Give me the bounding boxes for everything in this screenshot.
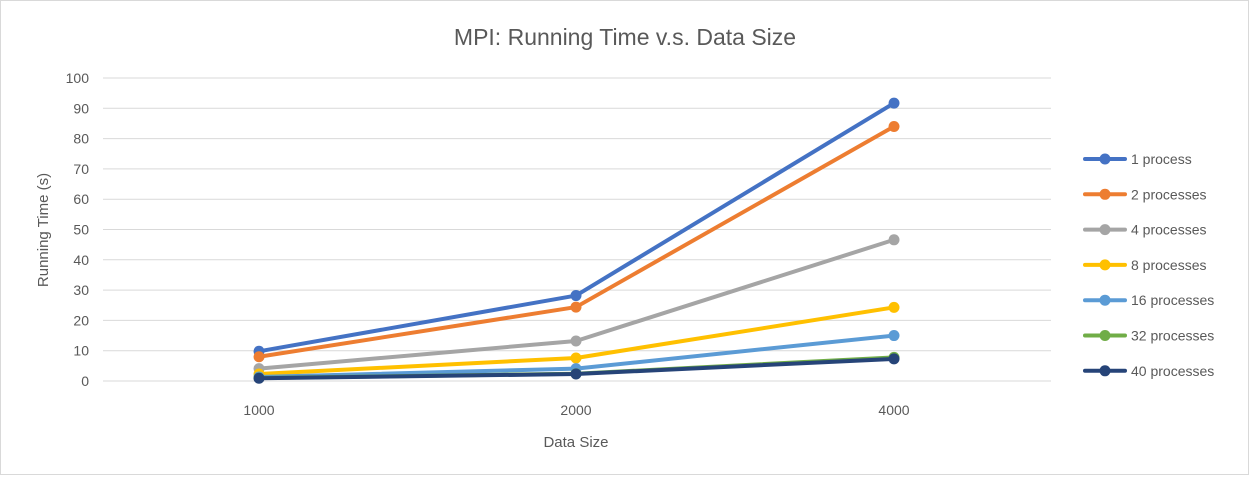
data-point [570,335,582,347]
series-lines [253,97,900,384]
y-tick-label: 50 [73,222,89,238]
data-point [888,330,900,342]
y-tick-label: 100 [66,70,90,86]
legend-item: 1 process [1083,151,1192,167]
legend-item: 4 processes [1083,222,1206,238]
data-point [253,372,265,384]
legend-item: 2 processes [1083,186,1206,202]
series-7 [253,353,900,384]
legend-swatch-marker [1099,330,1111,341]
legend-swatch-marker [1099,188,1111,200]
legend-swatch-marker [1099,153,1111,165]
legend-swatch-marker [1099,365,1111,377]
y-tick-label: 10 [73,343,89,359]
y-tick-label: 20 [73,312,89,328]
series-2 [253,120,900,363]
legend-label: 32 processes [1131,328,1214,344]
x-tick-label: 2000 [560,402,591,418]
y-tick-label: 40 [73,252,89,268]
legend-swatch-marker [1099,224,1111,236]
x-axis-label: Data Size [543,434,608,451]
legend-item: 16 processes [1083,292,1214,308]
legend-swatch-marker [1099,259,1111,271]
x-tick-label: 1000 [243,402,274,418]
data-point [888,120,900,132]
legend-label: 4 processes [1131,222,1206,238]
legend-item: 8 processes [1083,257,1206,273]
series-3 [253,234,900,375]
y-tick-label: 30 [73,282,89,298]
y-tick-label: 0 [81,373,89,389]
y-tick-label: 80 [73,131,89,147]
data-point [570,368,582,380]
legend-label: 2 processes [1131,186,1206,202]
series-4 [253,301,900,380]
series-1 [253,97,900,357]
y-tick-label: 70 [73,161,89,177]
legend: 1 process 2 processes 4 processes 8 process… [1083,151,1214,379]
gridlines [103,77,1051,382]
data-point [888,97,900,109]
data-point [888,353,900,365]
y-tick-label: 60 [73,191,89,207]
data-point [253,351,265,363]
series-line [257,101,896,354]
legend-label: 8 processes [1131,257,1206,273]
data-point [570,301,582,313]
data-point [570,352,582,364]
x-axis-tick-labels: 1000 2000 4000 [243,402,909,418]
legend-swatch-marker [1099,294,1111,306]
y-tick-label: 90 [73,100,89,116]
legend-label: 16 processes [1131,292,1214,308]
y-axis-label: Running Time (s) [35,173,52,287]
x-tick-label: 4000 [878,402,909,418]
legend-label: 1 process [1131,151,1192,167]
legend-label: 40 processes [1131,363,1214,379]
chart-title: MPI: Running Time v.s. Data Size [454,24,796,50]
data-point [888,301,900,313]
data-point [888,234,900,246]
legend-item: 32 processes [1083,328,1214,344]
y-axis-tick-labels: 0 10 20 30 40 50 60 70 80 90 100 [66,70,90,389]
data-point [570,290,582,302]
legend-item: 40 processes [1083,363,1214,379]
